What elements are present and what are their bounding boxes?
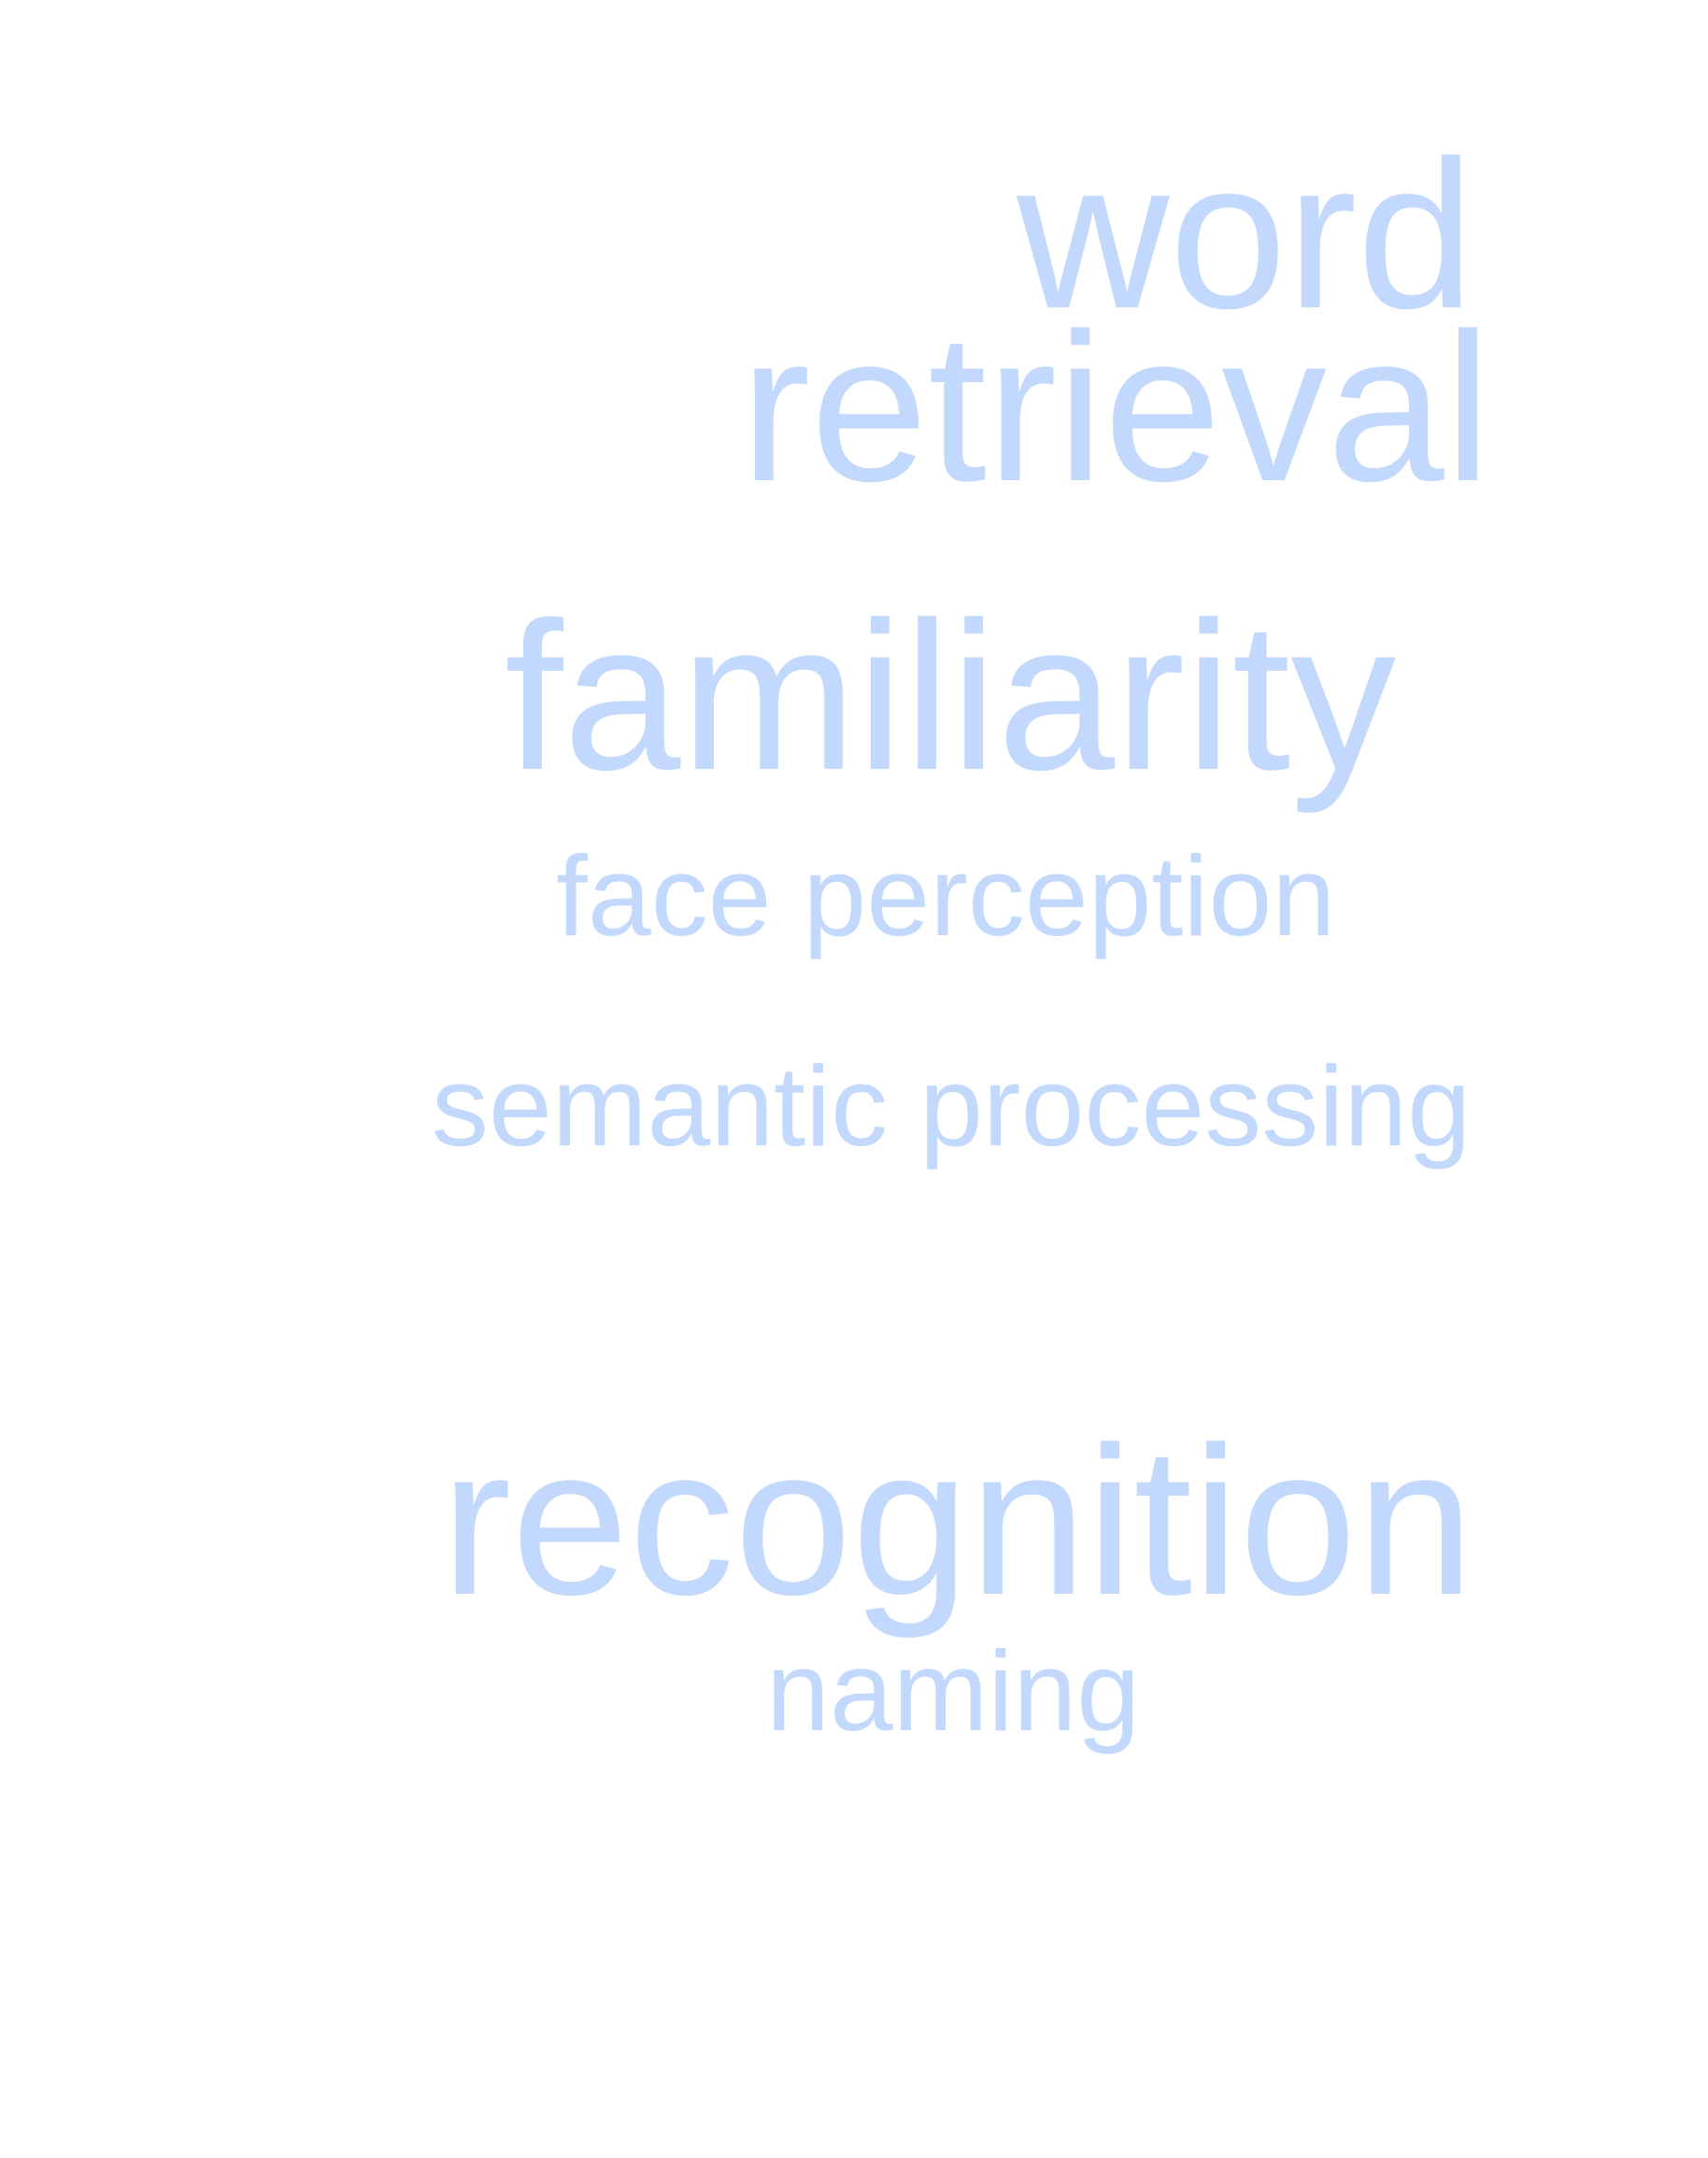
cloud-word-familiarity: familiarity (505, 577, 1397, 814)
cloud-word-semantic-processing: semantic processing (432, 1043, 1472, 1170)
cloud-word-face-perception: face perception (556, 832, 1336, 959)
cloud-word-recognition: recognition (441, 1402, 1474, 1639)
cloud-word-naming: naming (766, 1627, 1141, 1754)
cloud-word-retrieval: retrieval (740, 289, 1491, 525)
cloud-word-word: word (1017, 116, 1474, 352)
